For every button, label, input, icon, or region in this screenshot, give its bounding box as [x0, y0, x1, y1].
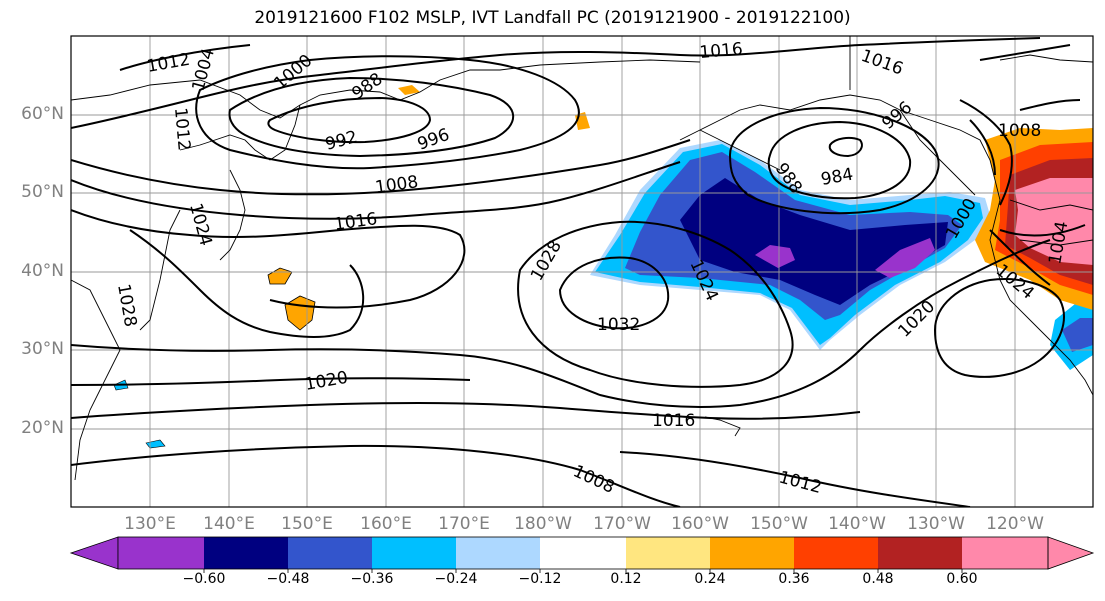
lon-label: 170°E: [438, 514, 490, 534]
colorbar-tick-label: 0.48: [862, 571, 894, 587]
isobar-label: 1012: [170, 107, 194, 152]
colorbar-tick-label: 0.60: [946, 571, 978, 587]
isobar-label: 1008: [998, 121, 1041, 141]
colorbar-tick-label: −0.24: [434, 571, 478, 587]
colorbar-tick-label: −0.36: [350, 571, 394, 587]
lon-label: 160°E: [360, 514, 412, 534]
colorbar-tick-label: −0.48: [266, 571, 310, 587]
lat-label: 30°N: [21, 339, 64, 359]
colorbar: [69, 536, 1095, 573]
colorbar-tick-label: −0.60: [182, 571, 226, 587]
colorbar-tick-label: 0.12: [610, 571, 642, 587]
lat-label: 20°N: [21, 418, 64, 438]
lat-label: 50°N: [21, 182, 64, 202]
colorbar-tick-label: 0.24: [694, 571, 726, 587]
lon-label: 120°W: [986, 514, 1044, 534]
lon-label: 180°W: [514, 514, 572, 534]
lon-label: 170°W: [593, 514, 651, 534]
lon-label: 150°W: [750, 514, 808, 534]
colorbar-tick-label: 0.36: [778, 571, 810, 587]
coastlines: [71, 36, 1093, 481]
isobar-label: 1016: [652, 411, 695, 431]
lon-label: 140°W: [828, 514, 886, 534]
isobar-label: 1032: [597, 315, 640, 335]
lat-label: 60°N: [21, 104, 64, 124]
isobar-label: 1016: [699, 39, 744, 63]
lon-label: 130°W: [907, 514, 965, 534]
lon-label: 160°W: [671, 514, 729, 534]
mslp-isobars: [71, 37, 1086, 507]
lat-label: 40°N: [21, 261, 64, 281]
lon-label: 130°E: [124, 514, 176, 534]
map-title: 2019121600 F102 MSLP, IVT Landfall PC (2…: [254, 8, 851, 28]
map-frame: [70, 35, 1094, 508]
colorbar-tick-label: −0.12: [518, 571, 562, 587]
map-plot-area: [71, 36, 1093, 507]
lon-label: 140°E: [203, 514, 255, 534]
negative-ivt-anomaly-shading: [113, 140, 1093, 449]
lon-label: 150°E: [281, 514, 333, 534]
